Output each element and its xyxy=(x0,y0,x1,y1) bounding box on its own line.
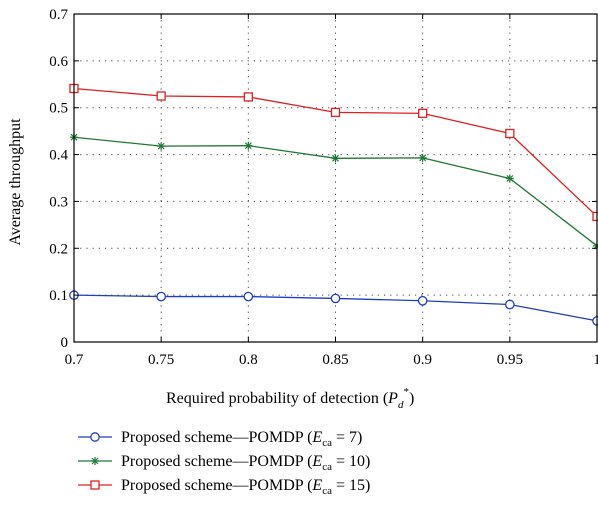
x-tick-label: 0.95 xyxy=(497,352,523,368)
data-point-square xyxy=(418,108,428,118)
data-point xyxy=(418,153,427,162)
data-point-star xyxy=(91,457,99,465)
data-point xyxy=(417,295,428,306)
data-point-square xyxy=(330,107,341,118)
data-point-star xyxy=(244,142,252,150)
legend-label: Proposed scheme—POMDP (Eca = 7) xyxy=(121,429,362,449)
data-point xyxy=(505,128,515,139)
y-tick-label: 0.1 xyxy=(49,288,68,304)
axis-ticks xyxy=(73,13,598,343)
data-point-star xyxy=(157,142,165,150)
data-point-circle xyxy=(90,432,100,442)
data-point-star xyxy=(419,154,427,162)
data-point-square xyxy=(90,480,100,490)
x-tick-label: 1 xyxy=(593,352,598,368)
data-point-circle xyxy=(504,299,515,310)
data-point-square xyxy=(243,92,253,102)
data-point-square xyxy=(156,91,166,101)
plot-frame xyxy=(73,13,598,343)
legend-item: Proposed scheme—POMDP (Eca = 10) xyxy=(78,453,370,473)
data-point-circle xyxy=(330,293,341,304)
data-point xyxy=(90,432,100,442)
data-point xyxy=(91,457,99,465)
data-point xyxy=(504,299,515,310)
legend-label: Proposed scheme—POMDP (Eca = 15) xyxy=(121,477,370,497)
data-point xyxy=(331,154,340,163)
y-tick-label: 0.4 xyxy=(49,148,68,164)
data-point xyxy=(243,92,253,102)
legend: Proposed scheme—POMDP (Eca = 7) Proposed … xyxy=(78,429,370,497)
x-axis-label: Required probability of detection (Pd*) xyxy=(166,386,414,411)
data-point xyxy=(418,108,428,118)
series-line xyxy=(73,136,598,247)
legend-item: Proposed scheme—POMDP (Eca = 15) xyxy=(78,477,370,497)
x-tick-label: 0.8 xyxy=(239,352,258,368)
x-tick-label: 0.85 xyxy=(322,352,348,368)
data-point xyxy=(157,142,166,151)
data-point xyxy=(330,107,341,118)
x-tick-label: 0.7 xyxy=(65,352,84,368)
x-tick-label: 0.9 xyxy=(413,352,432,368)
series-square xyxy=(69,83,598,222)
x-tick-labels: 0.7 0.75 0.8 0.85 0.9 0.95 1 xyxy=(65,352,598,368)
x-tick-label: 0.75 xyxy=(148,352,174,368)
y-tick-label: 0.5 xyxy=(49,101,68,117)
data-point xyxy=(330,293,341,304)
series-star xyxy=(70,133,598,250)
y-tick-label: 0.6 xyxy=(49,54,68,70)
data-point xyxy=(243,291,254,302)
legend-item: Proposed scheme—POMDP (Eca = 7) xyxy=(78,429,362,449)
grid-lines xyxy=(74,14,597,342)
x-axis-label-text: Required probability of detection xyxy=(166,390,379,407)
data-point-square xyxy=(505,128,515,139)
y-axis-label: Average throughput xyxy=(7,118,24,246)
data-point-star xyxy=(332,154,339,162)
data-point-circle xyxy=(243,291,254,302)
data-point xyxy=(156,91,166,101)
data-point xyxy=(244,141,253,150)
legend-label: Proposed scheme—POMDP (Eca = 10) xyxy=(121,453,370,473)
data-point-circle xyxy=(417,295,428,306)
data-point-star xyxy=(506,175,514,182)
series-layer xyxy=(69,83,598,326)
y-tick-label: 0.7 xyxy=(49,7,68,23)
data-point xyxy=(156,291,167,302)
y-tick-label: 0 xyxy=(61,335,69,351)
data-point xyxy=(505,174,514,183)
data-point-circle xyxy=(156,291,167,302)
y-tick-label: 0.3 xyxy=(49,194,68,210)
y-tick-label: 0.2 xyxy=(49,241,68,257)
data-point xyxy=(90,480,100,490)
series-circle xyxy=(69,290,598,326)
y-tick-labels: 0 0.1 0.2 0.3 0.4 0.5 0.6 0.7 xyxy=(49,7,68,351)
